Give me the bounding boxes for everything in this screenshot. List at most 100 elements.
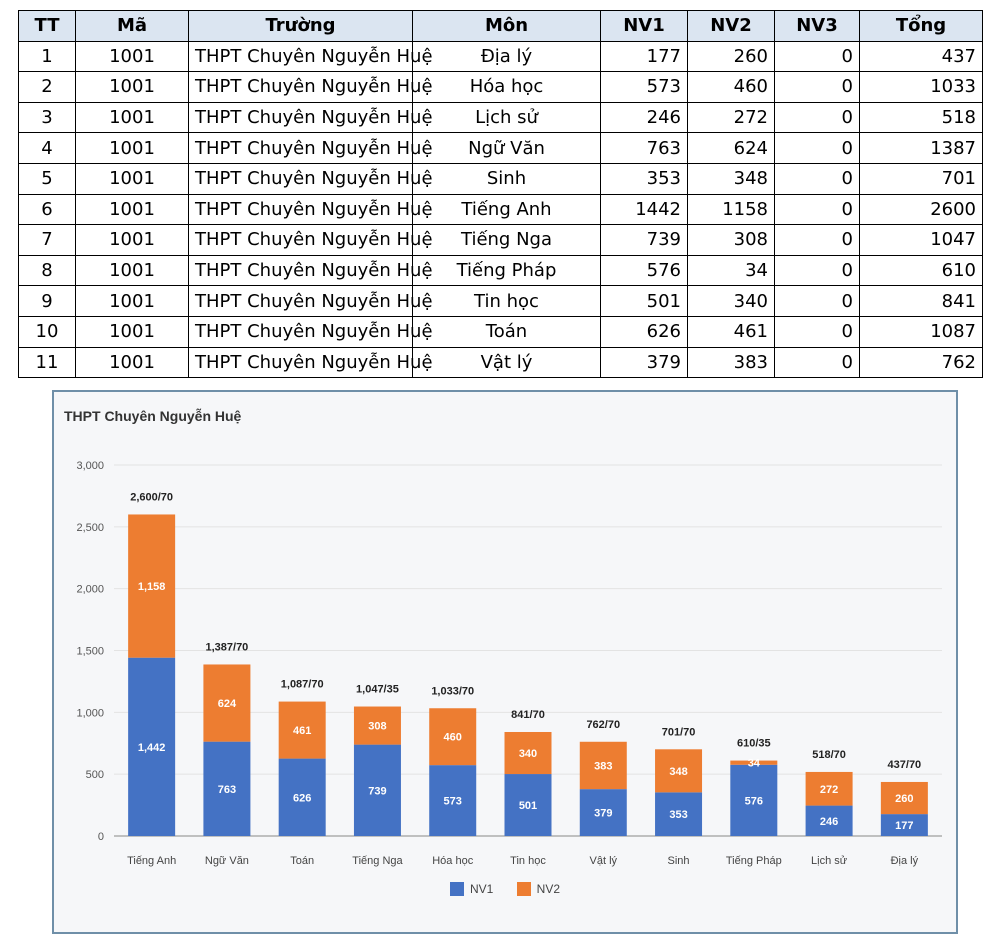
cell-mon: Lịch sử bbox=[412, 101, 601, 134]
bar-nv2[interactable] bbox=[203, 664, 251, 742]
bar-value-label: 624 bbox=[218, 698, 237, 710]
bar-nv1[interactable] bbox=[730, 764, 778, 836]
bar-nv2[interactable] bbox=[353, 706, 401, 745]
cell-tt: 10 bbox=[18, 315, 76, 348]
bar-value-label: 1,442 bbox=[138, 742, 166, 754]
cell-tt: 6 bbox=[18, 193, 76, 226]
header-truong: Trường bbox=[188, 10, 413, 42]
cell-tong: 1033 bbox=[859, 71, 983, 103]
bar-total-label: 1,387/70 bbox=[205, 641, 248, 653]
cell-nv3: 0 bbox=[774, 132, 860, 164]
bar-total-label: 518/70 bbox=[812, 749, 846, 761]
bar-nv1[interactable] bbox=[805, 805, 853, 836]
table-row: 2 1001 THPT Chuyên Nguyễn Huệ Hóa học 573 460… bbox=[18, 71, 983, 103]
bar-value-label: 461 bbox=[293, 725, 311, 737]
bar-value-label: 340 bbox=[519, 748, 537, 760]
cell-nv2: 272 bbox=[687, 101, 775, 134]
cell-ma: 1001 bbox=[75, 346, 189, 379]
bar-value-label: 260 bbox=[895, 793, 913, 805]
header-nv2: NV2 bbox=[687, 10, 775, 42]
cell-ma: 1001 bbox=[75, 71, 189, 103]
bar-nv1[interactable] bbox=[353, 744, 401, 836]
y-tick-label: 2,000 bbox=[76, 584, 104, 596]
cell-nv3: 0 bbox=[774, 315, 860, 348]
bar-total-label: 701/70 bbox=[662, 726, 696, 738]
cell-tong: 1087 bbox=[859, 315, 983, 348]
cell-nv2: 348 bbox=[687, 162, 775, 195]
bar-total-label: 841/70 bbox=[511, 709, 545, 721]
bar-value-label: 246 bbox=[820, 816, 838, 828]
bar-total-label: 1,033/70 bbox=[431, 685, 474, 697]
enrollment-table: TT Mã Trường Môn NV1 NV2 NV3 Tổng 1 1001 T… bbox=[18, 10, 983, 379]
bar-nv1[interactable] bbox=[880, 814, 928, 836]
bar-nv1[interactable] bbox=[504, 774, 552, 836]
bar-nv1[interactable] bbox=[655, 792, 703, 836]
y-tick-label: 3,000 bbox=[76, 460, 104, 472]
legend-label-nv2: NV2 bbox=[536, 882, 561, 896]
table-row: 8 1001 THPT Chuyên Nguyễn Huệ Tiếng Pháp 576… bbox=[18, 254, 983, 287]
bar-value-label: 348 bbox=[669, 766, 687, 778]
bar-nv2[interactable] bbox=[504, 731, 552, 775]
cell-nv1: 576 bbox=[600, 254, 688, 287]
bar-nv1[interactable] bbox=[203, 741, 251, 836]
chart-panel: THPT Chuyên Nguyễn Huệ 0 500 1,000 1,500 2,0… bbox=[52, 390, 958, 934]
bar-value-label: 272 bbox=[820, 784, 838, 796]
bar-nv2[interactable] bbox=[579, 741, 627, 790]
x-tick-label: Hóa học bbox=[432, 855, 473, 867]
bar-nv1[interactable] bbox=[278, 758, 326, 836]
cell-nv2: 340 bbox=[687, 285, 775, 317]
cell-truong: THPT Chuyên Nguyễn Huệ bbox=[188, 315, 433, 348]
table-row: 11 1001 THPT Chuyên Nguyễn Huệ Vật lý 379 383… bbox=[18, 346, 983, 379]
cell-nv2: 461 bbox=[687, 315, 775, 348]
bar-nv2[interactable] bbox=[805, 771, 853, 806]
table-row: 1 1001 THPT Chuyên Nguyễn Huệ Địa lý 177 260 0… bbox=[18, 40, 983, 73]
bar-value-label: 34 bbox=[748, 758, 761, 770]
bar-value-label: 576 bbox=[745, 795, 763, 807]
x-tick-label: Toán bbox=[290, 855, 314, 867]
cell-nv2: 260 bbox=[687, 40, 775, 73]
header-tt: TT bbox=[18, 10, 76, 42]
cell-truong: THPT Chuyên Nguyễn Huệ bbox=[188, 285, 433, 317]
cell-mon: Vật lý bbox=[412, 346, 601, 379]
cell-tt: 2 bbox=[18, 71, 76, 103]
table-row: 10 1001 THPT Chuyên Nguyễn Huệ Toán 626 461 0 1… bbox=[18, 315, 983, 348]
bar-value-label: 383 bbox=[594, 760, 612, 772]
bar-value-label: 1,158 bbox=[138, 581, 166, 593]
cell-nv3: 0 bbox=[774, 193, 860, 226]
cell-truong: THPT Chuyên Nguyễn Huệ bbox=[188, 224, 433, 256]
x-tick-label: Ngữ Văn bbox=[205, 855, 249, 867]
bar-nv2[interactable] bbox=[429, 708, 477, 766]
cell-ma: 1001 bbox=[75, 101, 189, 134]
bar-nv1[interactable] bbox=[579, 789, 627, 836]
cell-tt: 3 bbox=[18, 101, 76, 134]
bar-nv2[interactable] bbox=[128, 514, 176, 658]
cell-truong: THPT Chuyên Nguyễn Huệ bbox=[188, 193, 433, 226]
x-tick-label: Tiếng Anh bbox=[127, 855, 176, 867]
cell-mon: Tiếng Anh bbox=[412, 193, 601, 226]
cell-nv1: 353 bbox=[600, 162, 688, 195]
cell-nv3: 0 bbox=[774, 224, 860, 256]
legend-swatch-nv1 bbox=[449, 882, 464, 896]
cell-truong: THPT Chuyên Nguyễn Huệ bbox=[188, 162, 433, 195]
cell-nv3: 0 bbox=[774, 254, 860, 287]
table-row: 3 1001 THPT Chuyên Nguyễn Huệ Lịch sử 246 272… bbox=[18, 101, 983, 134]
bar-nv2[interactable] bbox=[730, 760, 778, 765]
cell-mon: Địa lý bbox=[412, 40, 601, 73]
cell-nv1: 501 bbox=[600, 285, 688, 317]
cell-tt: 4 bbox=[18, 132, 76, 164]
legend-item-nv1[interactable]: NV1 bbox=[449, 882, 493, 896]
cell-truong: THPT Chuyên Nguyễn Huệ bbox=[188, 254, 433, 287]
bar-nv2[interactable] bbox=[655, 749, 703, 793]
cell-nv3: 0 bbox=[774, 162, 860, 195]
bar-nv1[interactable] bbox=[429, 765, 477, 836]
bar-value-label: 379 bbox=[594, 808, 612, 820]
cell-mon: Toán bbox=[412, 315, 601, 348]
bar-nv2[interactable] bbox=[278, 701, 326, 759]
bar-nv2[interactable] bbox=[880, 781, 928, 815]
legend-item-nv2[interactable]: NV2 bbox=[516, 882, 561, 896]
cell-tong: 762 bbox=[859, 346, 983, 379]
cell-ma: 1001 bbox=[75, 40, 189, 73]
cell-nv1: 573 bbox=[600, 71, 688, 103]
bar-nv1[interactable] bbox=[128, 657, 176, 836]
cell-nv1: 763 bbox=[600, 132, 688, 164]
